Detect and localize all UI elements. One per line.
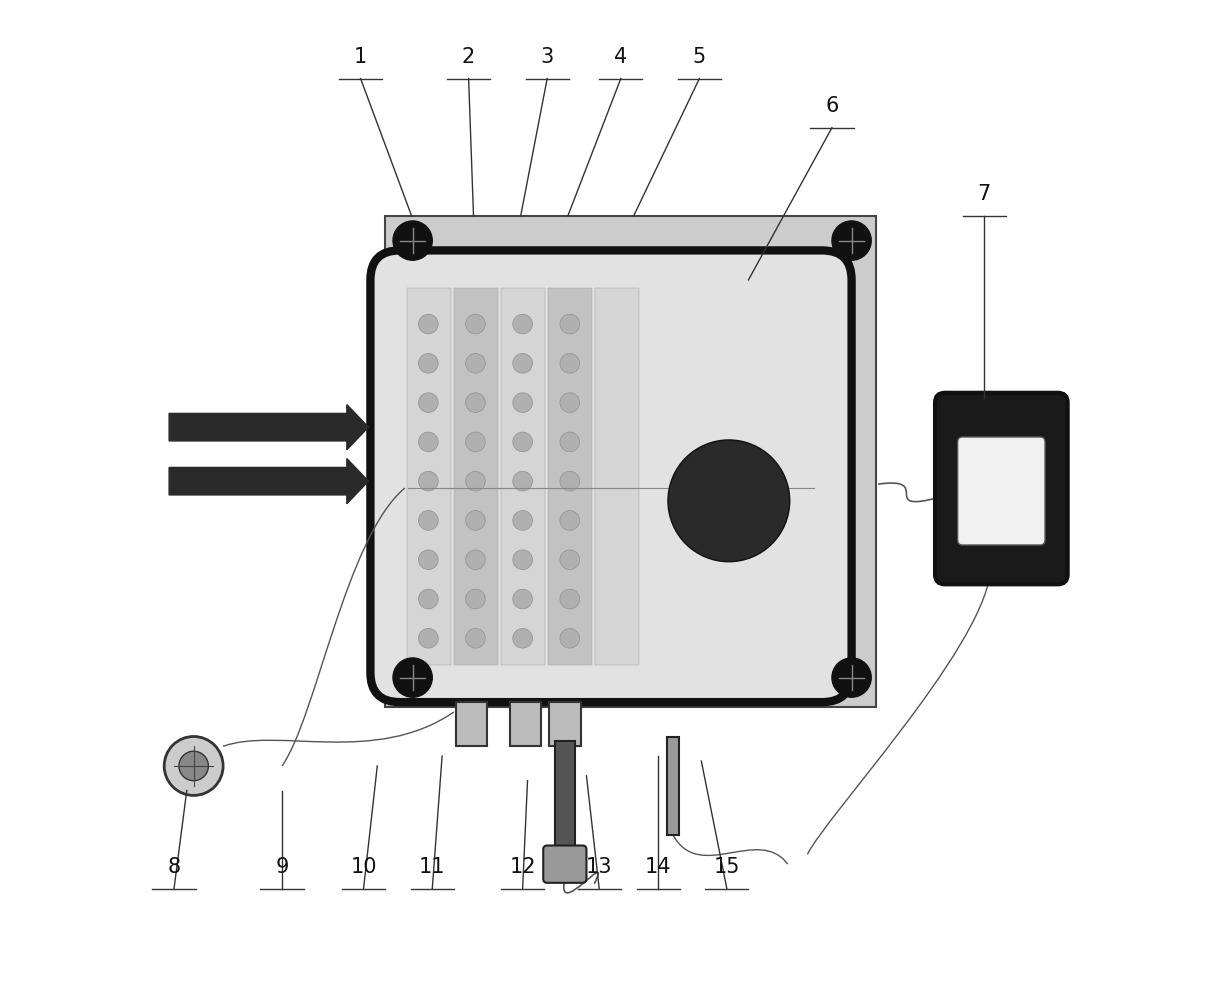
Circle shape — [466, 432, 485, 452]
Text: 12: 12 — [510, 857, 536, 877]
Text: 8: 8 — [167, 857, 181, 877]
Circle shape — [513, 471, 533, 491]
Text: 10: 10 — [351, 857, 376, 877]
Bar — [549, 702, 580, 746]
Bar — [407, 288, 451, 665]
Circle shape — [418, 432, 439, 452]
Circle shape — [513, 393, 533, 412]
Text: 4: 4 — [615, 47, 627, 67]
Circle shape — [560, 628, 579, 648]
Text: 3: 3 — [540, 47, 554, 67]
Circle shape — [513, 432, 533, 452]
Bar — [510, 702, 541, 746]
Circle shape — [466, 511, 485, 530]
Circle shape — [418, 589, 439, 609]
Text: 7: 7 — [978, 185, 991, 204]
FancyBboxPatch shape — [544, 846, 587, 883]
Text: 11: 11 — [419, 857, 446, 877]
Bar — [555, 741, 574, 854]
Circle shape — [513, 354, 533, 373]
Circle shape — [393, 658, 433, 697]
Circle shape — [418, 550, 439, 570]
Circle shape — [560, 471, 579, 491]
Bar — [453, 288, 499, 665]
Circle shape — [164, 736, 224, 795]
Bar — [385, 216, 876, 707]
Circle shape — [560, 393, 579, 412]
Circle shape — [466, 314, 485, 334]
Text: 14: 14 — [645, 857, 671, 877]
Circle shape — [393, 221, 433, 260]
Circle shape — [418, 393, 439, 412]
FancyBboxPatch shape — [370, 250, 852, 702]
Bar — [667, 736, 678, 835]
Circle shape — [513, 511, 533, 530]
Circle shape — [418, 354, 439, 373]
Text: 5: 5 — [693, 47, 706, 67]
Circle shape — [832, 658, 871, 697]
Circle shape — [466, 550, 485, 570]
Circle shape — [560, 550, 579, 570]
Bar — [549, 288, 593, 665]
FancyArrow shape — [169, 405, 369, 450]
FancyBboxPatch shape — [935, 393, 1068, 584]
Circle shape — [466, 471, 485, 491]
Circle shape — [466, 393, 485, 412]
Circle shape — [832, 221, 871, 260]
Circle shape — [178, 751, 209, 781]
Text: 15: 15 — [714, 857, 741, 877]
Circle shape — [513, 550, 533, 570]
Circle shape — [560, 511, 579, 530]
Circle shape — [466, 354, 485, 373]
Text: 2: 2 — [462, 47, 475, 67]
Circle shape — [560, 314, 579, 334]
Circle shape — [513, 628, 533, 648]
Circle shape — [418, 511, 439, 530]
Circle shape — [466, 589, 485, 609]
Circle shape — [466, 628, 485, 648]
Text: 6: 6 — [825, 96, 838, 116]
Circle shape — [560, 589, 579, 609]
Text: 9: 9 — [275, 857, 288, 877]
Circle shape — [560, 354, 579, 373]
FancyArrow shape — [169, 459, 369, 504]
Bar — [595, 288, 639, 665]
Text: 13: 13 — [587, 857, 612, 877]
Circle shape — [513, 314, 533, 334]
Circle shape — [560, 432, 579, 452]
Circle shape — [418, 314, 439, 334]
Circle shape — [418, 471, 439, 491]
FancyBboxPatch shape — [958, 437, 1045, 545]
Circle shape — [418, 628, 439, 648]
Circle shape — [513, 589, 533, 609]
Bar — [456, 702, 488, 746]
Bar — [501, 288, 545, 665]
Text: 1: 1 — [354, 47, 368, 67]
Circle shape — [668, 440, 789, 562]
